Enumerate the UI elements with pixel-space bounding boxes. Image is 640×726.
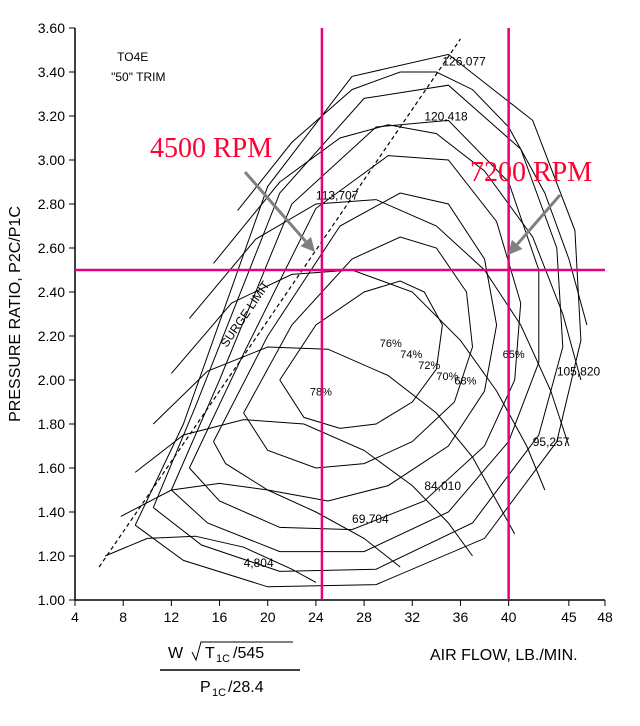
svg-text:AIR FLOW, LB./MIN.: AIR FLOW, LB./MIN. (430, 647, 578, 664)
svg-text:1.80: 1.80 (38, 416, 65, 432)
svg-text:45: 45 (561, 609, 577, 625)
svg-text:1.60: 1.60 (38, 460, 65, 476)
svg-text:TO4E: TO4E (117, 50, 148, 64)
svg-text:P: P (200, 679, 211, 696)
svg-text:3.00: 3.00 (38, 152, 65, 168)
svg-text:2.00: 2.00 (38, 372, 65, 388)
svg-text:105,820: 105,820 (557, 365, 601, 379)
svg-text:1.40: 1.40 (38, 504, 65, 520)
svg-text:3.20: 3.20 (38, 108, 65, 124)
svg-text:2.80: 2.80 (38, 196, 65, 212)
rpm-label-7200: 7200 RPM (470, 157, 592, 189)
svg-text:2.20: 2.20 (38, 328, 65, 344)
svg-text:120,418: 120,418 (424, 109, 468, 123)
svg-text:69,704: 69,704 (352, 512, 389, 526)
svg-text:8: 8 (119, 609, 127, 625)
svg-text:32: 32 (404, 609, 420, 625)
svg-text:/545: /545 (233, 645, 264, 662)
svg-text:76%: 76% (380, 338, 402, 350)
rpm-label-4500: 4500 RPM (150, 133, 272, 165)
svg-text:36: 36 (453, 609, 469, 625)
svg-text:2.40: 2.40 (38, 284, 65, 300)
svg-text:T: T (205, 645, 215, 662)
svg-text:65%: 65% (503, 349, 525, 361)
svg-text:3.40: 3.40 (38, 64, 65, 80)
svg-text:1.00: 1.00 (38, 592, 65, 608)
svg-text:24: 24 (308, 609, 324, 625)
svg-text:84,010: 84,010 (424, 479, 461, 493)
svg-text:PRESSURE RATIO, P2C/P1C: PRESSURE RATIO, P2C/P1C (7, 206, 24, 422)
svg-text:/28.4: /28.4 (228, 679, 264, 696)
svg-text:"50" TRIM: "50" TRIM (111, 70, 165, 84)
svg-text:40: 40 (501, 609, 517, 625)
svg-text:4: 4 (71, 609, 79, 625)
svg-text:SURGE LIMIT: SURGE LIMIT (218, 278, 273, 350)
compressor-map-svg: 1.00 1.20 1.40 1.60 1.80 2.00 2.20 2.40 2.60 2.80… (0, 0, 640, 726)
svg-text:68%: 68% (454, 375, 476, 387)
svg-text:48: 48 (597, 609, 613, 625)
svg-text:1C: 1C (212, 687, 226, 699)
svg-text:12: 12 (164, 609, 180, 625)
svg-text:1C: 1C (216, 653, 230, 665)
compressor-map-figure: { "figure": { "title_line1": "TO4E", "ti… (0, 0, 640, 726)
svg-text:3.60: 3.60 (38, 20, 65, 36)
svg-text:28: 28 (356, 609, 372, 625)
svg-text:2.60: 2.60 (38, 240, 65, 256)
svg-text:W: W (168, 645, 184, 662)
svg-text:95,257: 95,257 (533, 435, 570, 449)
svg-text:20: 20 (260, 609, 276, 625)
svg-text:16: 16 (212, 609, 228, 625)
svg-text:1.20: 1.20 (38, 548, 65, 564)
